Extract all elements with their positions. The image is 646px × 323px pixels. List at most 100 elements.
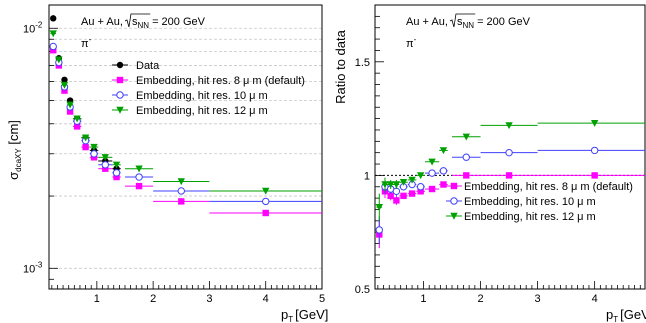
x-tick-label: 2: [477, 293, 483, 305]
data-point: [375, 226, 383, 234]
legend-marker: [450, 212, 458, 220]
data-point: [82, 143, 89, 151]
legend-marker: [450, 197, 458, 205]
data-point: [61, 87, 68, 94]
annotation-system: Au + Au, sNN = 200 GeV: [406, 16, 531, 30]
x-title-sub: T: [288, 315, 293, 323]
legend-label: Embedding, hit res. 8 μ m (default): [464, 181, 633, 193]
x-title-unit: [GeV]: [620, 307, 646, 322]
data-point: [61, 76, 68, 83]
left-y-axis: 10 -2 10-3: [23, 20, 58, 280]
x-title-p: p: [606, 307, 613, 322]
data-point: [90, 143, 98, 151]
x-tick-label: 4: [263, 293, 269, 305]
data-point: [386, 181, 395, 189]
data-point: [73, 123, 81, 130]
data-point: [177, 178, 185, 186]
right-series-2: [375, 119, 645, 221]
x-title-unit: [GeV]: [295, 307, 328, 322]
left-grid: [49, 27, 322, 269]
y-tick-exponent: -2: [35, 20, 43, 29]
annotation-sqrt-sub: NN: [137, 21, 149, 30]
data-point: [428, 185, 436, 193]
data-point: [177, 187, 185, 195]
legend-label: Embedding, hit res. 8 μ m (default): [136, 75, 305, 87]
x-title-p: p: [281, 307, 288, 322]
annotation-system: Au + Au, sNN = 200 GeV: [81, 16, 206, 30]
data-point: [393, 197, 400, 204]
data-point: [90, 150, 98, 158]
y-title-sigma: σ: [6, 172, 21, 180]
y-tick-label: 1.5: [355, 57, 370, 69]
data-point: [462, 153, 470, 161]
y-title-sub: dcaXY: [14, 148, 23, 172]
legend-label: Embedding, hit res. 10 μ m: [464, 196, 596, 208]
annotation-sqrt-s: s: [132, 16, 138, 28]
data-point: [375, 204, 383, 211]
data-point: [416, 183, 425, 191]
data-point: [113, 173, 120, 181]
particle-symbol: π: [81, 38, 89, 50]
data-point: [112, 169, 121, 177]
annotation-system-text: Au + Au,: [406, 16, 451, 28]
legend-label: Embedding, hit res. 10 μ m: [136, 90, 268, 102]
data-point: [135, 182, 143, 190]
data-point: [55, 56, 63, 64]
data-point: [135, 165, 143, 173]
y-tick-label: 10-3: [23, 260, 43, 275]
data-point: [66, 108, 74, 115]
right-legend: Embedding, hit res. 8 μ m (default) Embed…: [446, 181, 633, 223]
sqrt-radical-icon: [124, 13, 151, 28]
data-point: [262, 197, 270, 206]
left-y-axis-title: σdcaXY [cm]: [6, 120, 23, 180]
legend-marker: [116, 91, 124, 99]
data-point: [60, 81, 69, 89]
x-tick-label: 3: [535, 293, 541, 305]
left-series-3: [49, 30, 322, 195]
right-y-axis: 0.5 1 1.5: [355, 4, 384, 296]
x-tick-label: 1: [94, 293, 100, 305]
legend-marker: [450, 182, 458, 190]
legend-marker: [116, 61, 124, 69]
right-series-0: [376, 172, 645, 249]
data-point: [81, 134, 90, 142]
data-point: [399, 179, 408, 186]
data-point: [463, 172, 470, 179]
data-point: [387, 192, 394, 200]
y-tick-base: 10: [23, 263, 35, 275]
data-point: [440, 181, 447, 188]
data-point: [439, 147, 448, 155]
data-point: [50, 15, 57, 22]
data-point: [428, 169, 436, 177]
right-x-axis: 1 2 3 4: [377, 281, 641, 305]
data-point: [101, 154, 109, 162]
particle-charge: -: [414, 35, 417, 44]
y-tick-label: 0.5: [355, 284, 370, 296]
legend-marker: [116, 106, 124, 114]
y-tick-exponent: -3: [35, 260, 43, 269]
legend-label: Embedding, hit res. 12 μ m: [136, 105, 268, 117]
data-point: [417, 188, 424, 195]
annotation-sqrt-sub: NN: [462, 21, 474, 30]
data-point: [400, 192, 407, 200]
y-title-unit: [cm]: [6, 120, 21, 148]
x-tick-label: 2: [150, 293, 156, 305]
data-point: [262, 209, 269, 217]
data-point: [428, 158, 436, 166]
annotation-particle: π-: [406, 35, 417, 50]
data-point: [73, 115, 81, 123]
data-point: [49, 42, 57, 51]
annotation-energy: = 200 GeV: [149, 16, 206, 28]
data-point: [49, 30, 57, 38]
left-legend: Data Embedding, hit res. 8 μ m (default) E…: [112, 60, 305, 117]
data-point: [392, 181, 401, 189]
data-point: [416, 172, 425, 180]
x-tick-label: 5: [319, 293, 325, 305]
annotation-energy: = 200 GeV: [474, 16, 531, 28]
annotation-sqrt-s: s: [457, 16, 463, 28]
data-point: [505, 122, 513, 130]
left-x-axis-title: pT [GeV]: [281, 307, 328, 323]
sqrt-radical-icon: [449, 13, 476, 28]
legend-label: Data: [136, 60, 160, 72]
